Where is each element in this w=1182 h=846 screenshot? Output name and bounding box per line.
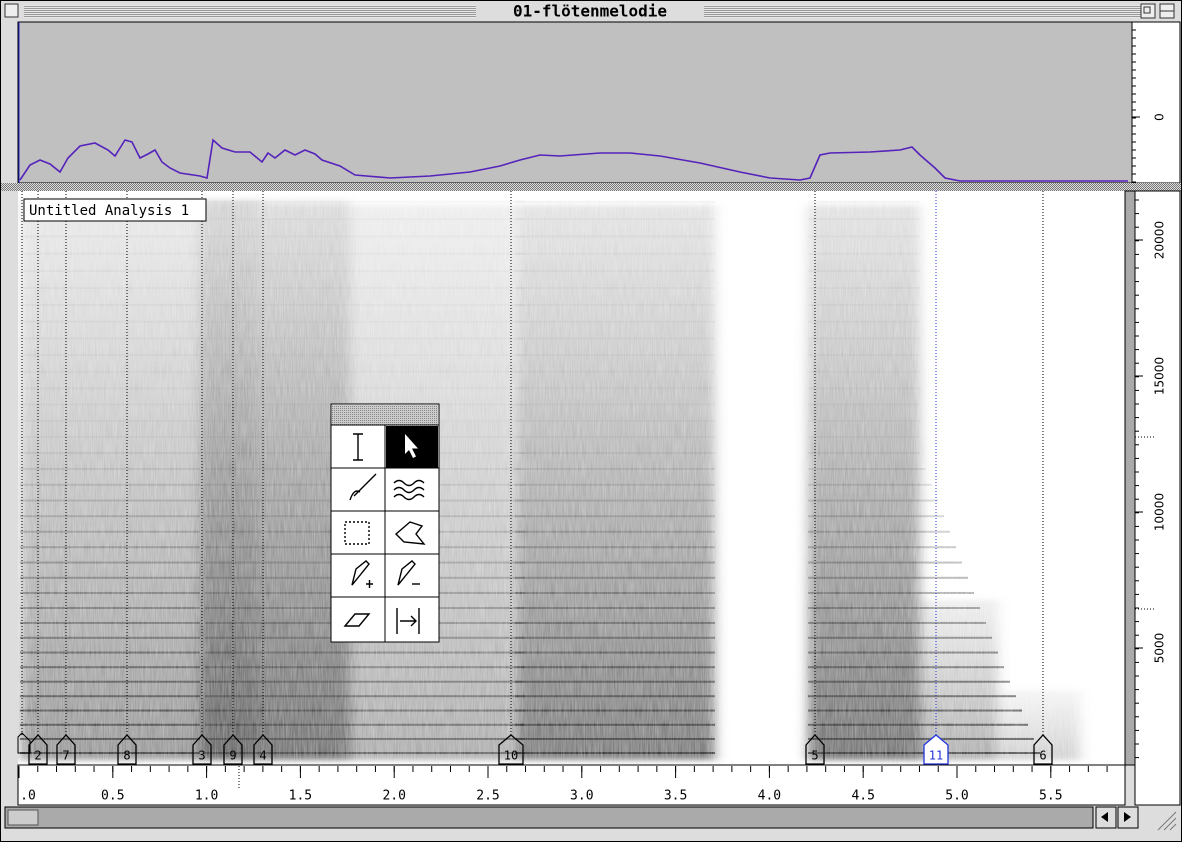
marker-label: 6 <box>1039 749 1046 763</box>
marker[interactable] <box>56 734 76 765</box>
zoom-box[interactable] <box>1140 3 1156 19</box>
grow-box[interactable] <box>1157 811 1177 831</box>
marker-label: 5 <box>811 749 818 763</box>
marker-label: 11 <box>929 749 943 763</box>
freq-tick-label: 20000 <box>1153 221 1167 259</box>
marker[interactable] <box>253 734 273 765</box>
time-tick-label: 3.0 <box>570 789 593 804</box>
tool-jump[interactable] <box>396 608 420 634</box>
amplitude-curve <box>19 138 1128 182</box>
freq-tick-label: 5000 <box>1153 633 1167 664</box>
tool-ibeam[interactable] <box>353 433 363 461</box>
marker-label: 10 <box>504 749 518 763</box>
marker[interactable] <box>498 734 524 765</box>
marker-label: 3 <box>198 749 205 763</box>
marker-label: 2 <box>34 749 41 763</box>
scroll-thumb[interactable] <box>7 809 39 826</box>
marker[interactable] <box>223 734 243 765</box>
horizontal-scrollbar[interactable] <box>4 806 1094 829</box>
freq-tick-label: 15000 <box>1153 357 1167 395</box>
marker-label: 4 <box>259 749 266 763</box>
time-tick-label: 5.5 <box>1039 789 1062 804</box>
tool-eraser[interactable] <box>343 613 371 627</box>
time-tick-label: 1.0 <box>195 789 218 804</box>
marker-label: 9 <box>229 749 236 763</box>
time-ruler <box>17 764 1126 806</box>
tool-waves[interactable] <box>393 479 425 501</box>
analysis-label-box[interactable] <box>23 198 207 222</box>
time-tick-label: 2.0 <box>382 789 405 804</box>
amplitude-pane <box>17 21 1133 184</box>
marker-label: 8 <box>123 749 130 763</box>
window-title: 01-flötenmelodie <box>513 2 667 21</box>
spec-grain <box>18 191 1125 765</box>
tool-palette <box>330 403 440 643</box>
freq-tick-label: 10000 <box>1153 493 1167 531</box>
marker[interactable] <box>28 734 48 765</box>
time-tick-label: 1.5 <box>289 789 312 804</box>
tool-rect-select[interactable] <box>344 521 370 545</box>
time-tick-label: .0 <box>20 789 36 804</box>
marker[interactable] <box>117 734 137 765</box>
tool-lasso[interactable] <box>394 521 426 545</box>
analysis-label: Untitled Analysis 1 <box>29 203 189 219</box>
tool-tuning-fork[interactable] <box>349 473 377 501</box>
time-tick-label: 2.5 <box>476 789 499 804</box>
marker[interactable] <box>1033 734 1053 765</box>
spec-layer <box>18 191 1125 765</box>
close-box[interactable] <box>4 3 19 18</box>
amp-tick-label: 0 <box>1153 113 1167 121</box>
marker[interactable] <box>192 734 212 765</box>
marker[interactable] <box>805 734 825 765</box>
amplitude-axis <box>1131 21 1181 184</box>
tool-pencil-plus[interactable] <box>351 560 370 586</box>
time-tick-label: 3.5 <box>664 789 687 804</box>
marker-label: 7 <box>62 749 69 763</box>
pane-divider <box>1124 190 1136 766</box>
tool-pencil-minus[interactable] <box>397 560 416 586</box>
time-tick-label: 0.5 <box>101 789 124 804</box>
title-bg <box>476 2 704 20</box>
frequency-axis <box>1134 190 1181 806</box>
time-tick-label: 4.5 <box>851 789 874 804</box>
time-tick-label: 4.0 <box>758 789 781 804</box>
palette-drag-bar[interactable] <box>332 405 438 425</box>
time-tick-label: 5.0 <box>945 789 968 804</box>
spectrogram <box>18 191 1125 765</box>
marker[interactable] <box>923 734 949 765</box>
pane-separator[interactable] <box>1 183 1181 191</box>
marker-partial <box>17 732 31 754</box>
